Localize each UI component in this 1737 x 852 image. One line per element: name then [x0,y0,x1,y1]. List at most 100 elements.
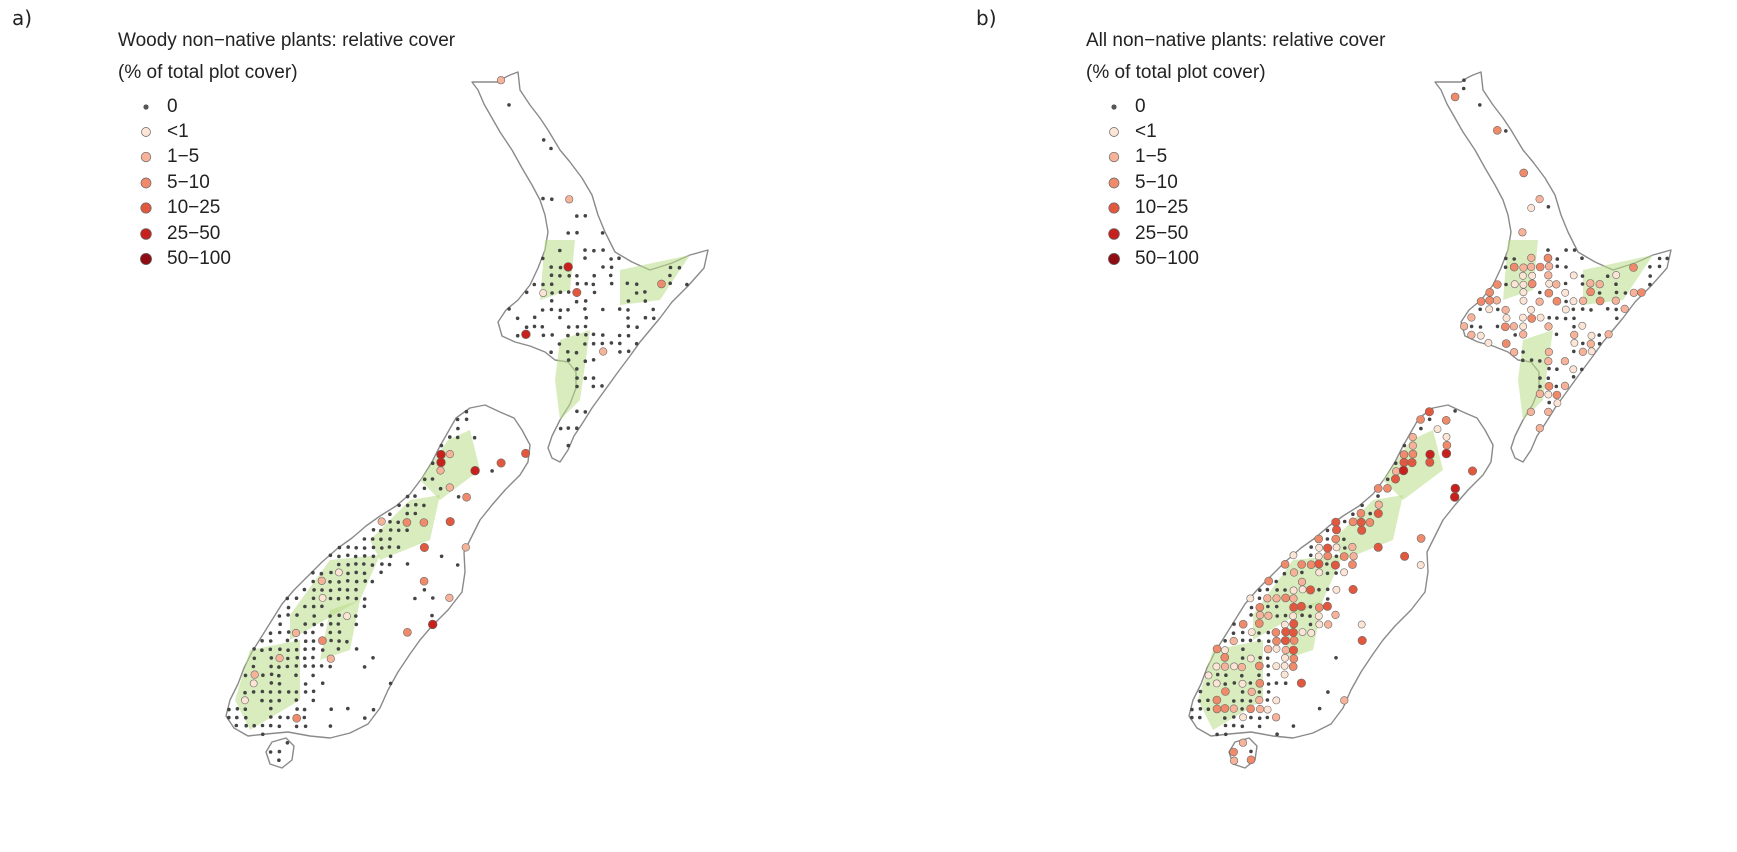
plot-point-zero [455,417,460,422]
plot-point [1416,415,1425,424]
plot-point [445,517,455,527]
plot-point-zero [1317,706,1322,711]
plot-point [1255,695,1264,705]
plot-point-zero [345,596,350,600]
plot-point [1545,279,1554,288]
plot-point-zero [1257,690,1262,694]
plot-point-zero [396,520,401,525]
plot-point [1280,636,1290,646]
plot-point [1527,253,1536,262]
legend-symbol [1099,247,1129,272]
plot-point-zero [1334,571,1338,575]
plot-point-zero [626,299,631,303]
plot-point [1254,661,1264,671]
plot-point-zero [464,417,469,422]
plot-point-zero [626,333,631,338]
plot-point-zero [362,537,367,541]
plot-point [1399,457,1409,467]
plot-point [1510,280,1519,289]
plot-point-zero [329,570,333,575]
plot-point-zero [1291,724,1296,728]
plot-point-zero [584,333,588,337]
plot-point [1441,415,1451,425]
native-vegetation-area [370,495,440,560]
plot-point-zero [422,503,426,508]
plot-point [1246,654,1255,663]
plot-point [1204,671,1213,680]
plot-point-zero [379,528,383,533]
plot-point [250,670,259,679]
plot-point [1544,357,1553,366]
plot-point-zero [268,639,273,643]
plot-point-zero [1266,673,1271,677]
plot-point [1357,635,1367,645]
plot-point [1620,304,1629,314]
plot-point [1450,492,1460,502]
plot-point-zero [1240,673,1244,678]
plot-point-zero [329,707,334,711]
legend-item: 0 [131,94,231,119]
plot-point-zero [269,699,273,703]
plot-point [1408,433,1417,442]
plot-point-zero [1198,707,1203,711]
plot-point [1340,696,1349,705]
plot-point-zero [1614,290,1619,295]
plot-point-zero [1198,689,1203,694]
panel-a-label: a) [12,6,33,30]
plot-point-zero [413,511,418,516]
plot-point [1519,322,1528,331]
plot-point [291,628,301,638]
plot-point-zero [1571,307,1576,312]
plot-point [1535,424,1544,433]
plot-point-zero [328,580,332,584]
plot-point [1374,500,1383,509]
plot-point [1339,552,1349,561]
plot-point-zero [617,333,622,338]
plot-point [1587,331,1596,340]
plot-point-zero [336,596,341,601]
plot-point [1553,399,1562,407]
plot-point-zero [618,341,622,346]
plot-point-zero [1317,587,1321,592]
plot-point-zero [600,341,605,346]
plot-point-zero [405,511,410,516]
plot-point-zero [311,596,316,601]
legend-symbol [131,221,161,246]
plot-point [1569,365,1578,374]
plot-point-zero [311,630,315,635]
plot-point-zero [1232,715,1236,719]
plot-point-zero [600,231,605,235]
plot-point-zero [1648,265,1652,269]
plot-point [572,287,582,297]
plot-point-zero [1555,257,1560,261]
plot-point-zero [1274,681,1279,685]
plot-point-zero [1231,631,1236,635]
plot-point [1544,407,1553,417]
plot-point-zero [285,638,290,643]
plot-point [1433,425,1442,433]
plot-point [1527,305,1535,314]
plot-point-zero [1555,264,1560,269]
plot-point-zero [311,604,316,609]
plot-point-zero [583,256,587,260]
plot-point-zero [422,588,427,592]
plot-point-zero [387,545,392,549]
plot-point-zero [328,614,332,618]
plot-point-zero [566,443,571,448]
plot-point-zero [566,290,571,294]
plot-point [1519,296,1528,305]
plot-point-zero [1581,341,1585,346]
plot-point [1536,313,1545,322]
plot-point-zero [312,622,317,627]
plot-point-zero [260,648,264,652]
plot-point-zero [472,435,477,440]
plot-point [1315,568,1324,577]
plot-point-zero [277,665,281,669]
plot-point-zero [1614,307,1618,312]
plot-point [1305,585,1315,595]
plot-point-zero [1597,333,1601,337]
plot-point [343,612,351,620]
plot-point-zero [566,358,571,362]
plot-point-zero [371,528,376,532]
plot-point-zero [1529,358,1534,362]
